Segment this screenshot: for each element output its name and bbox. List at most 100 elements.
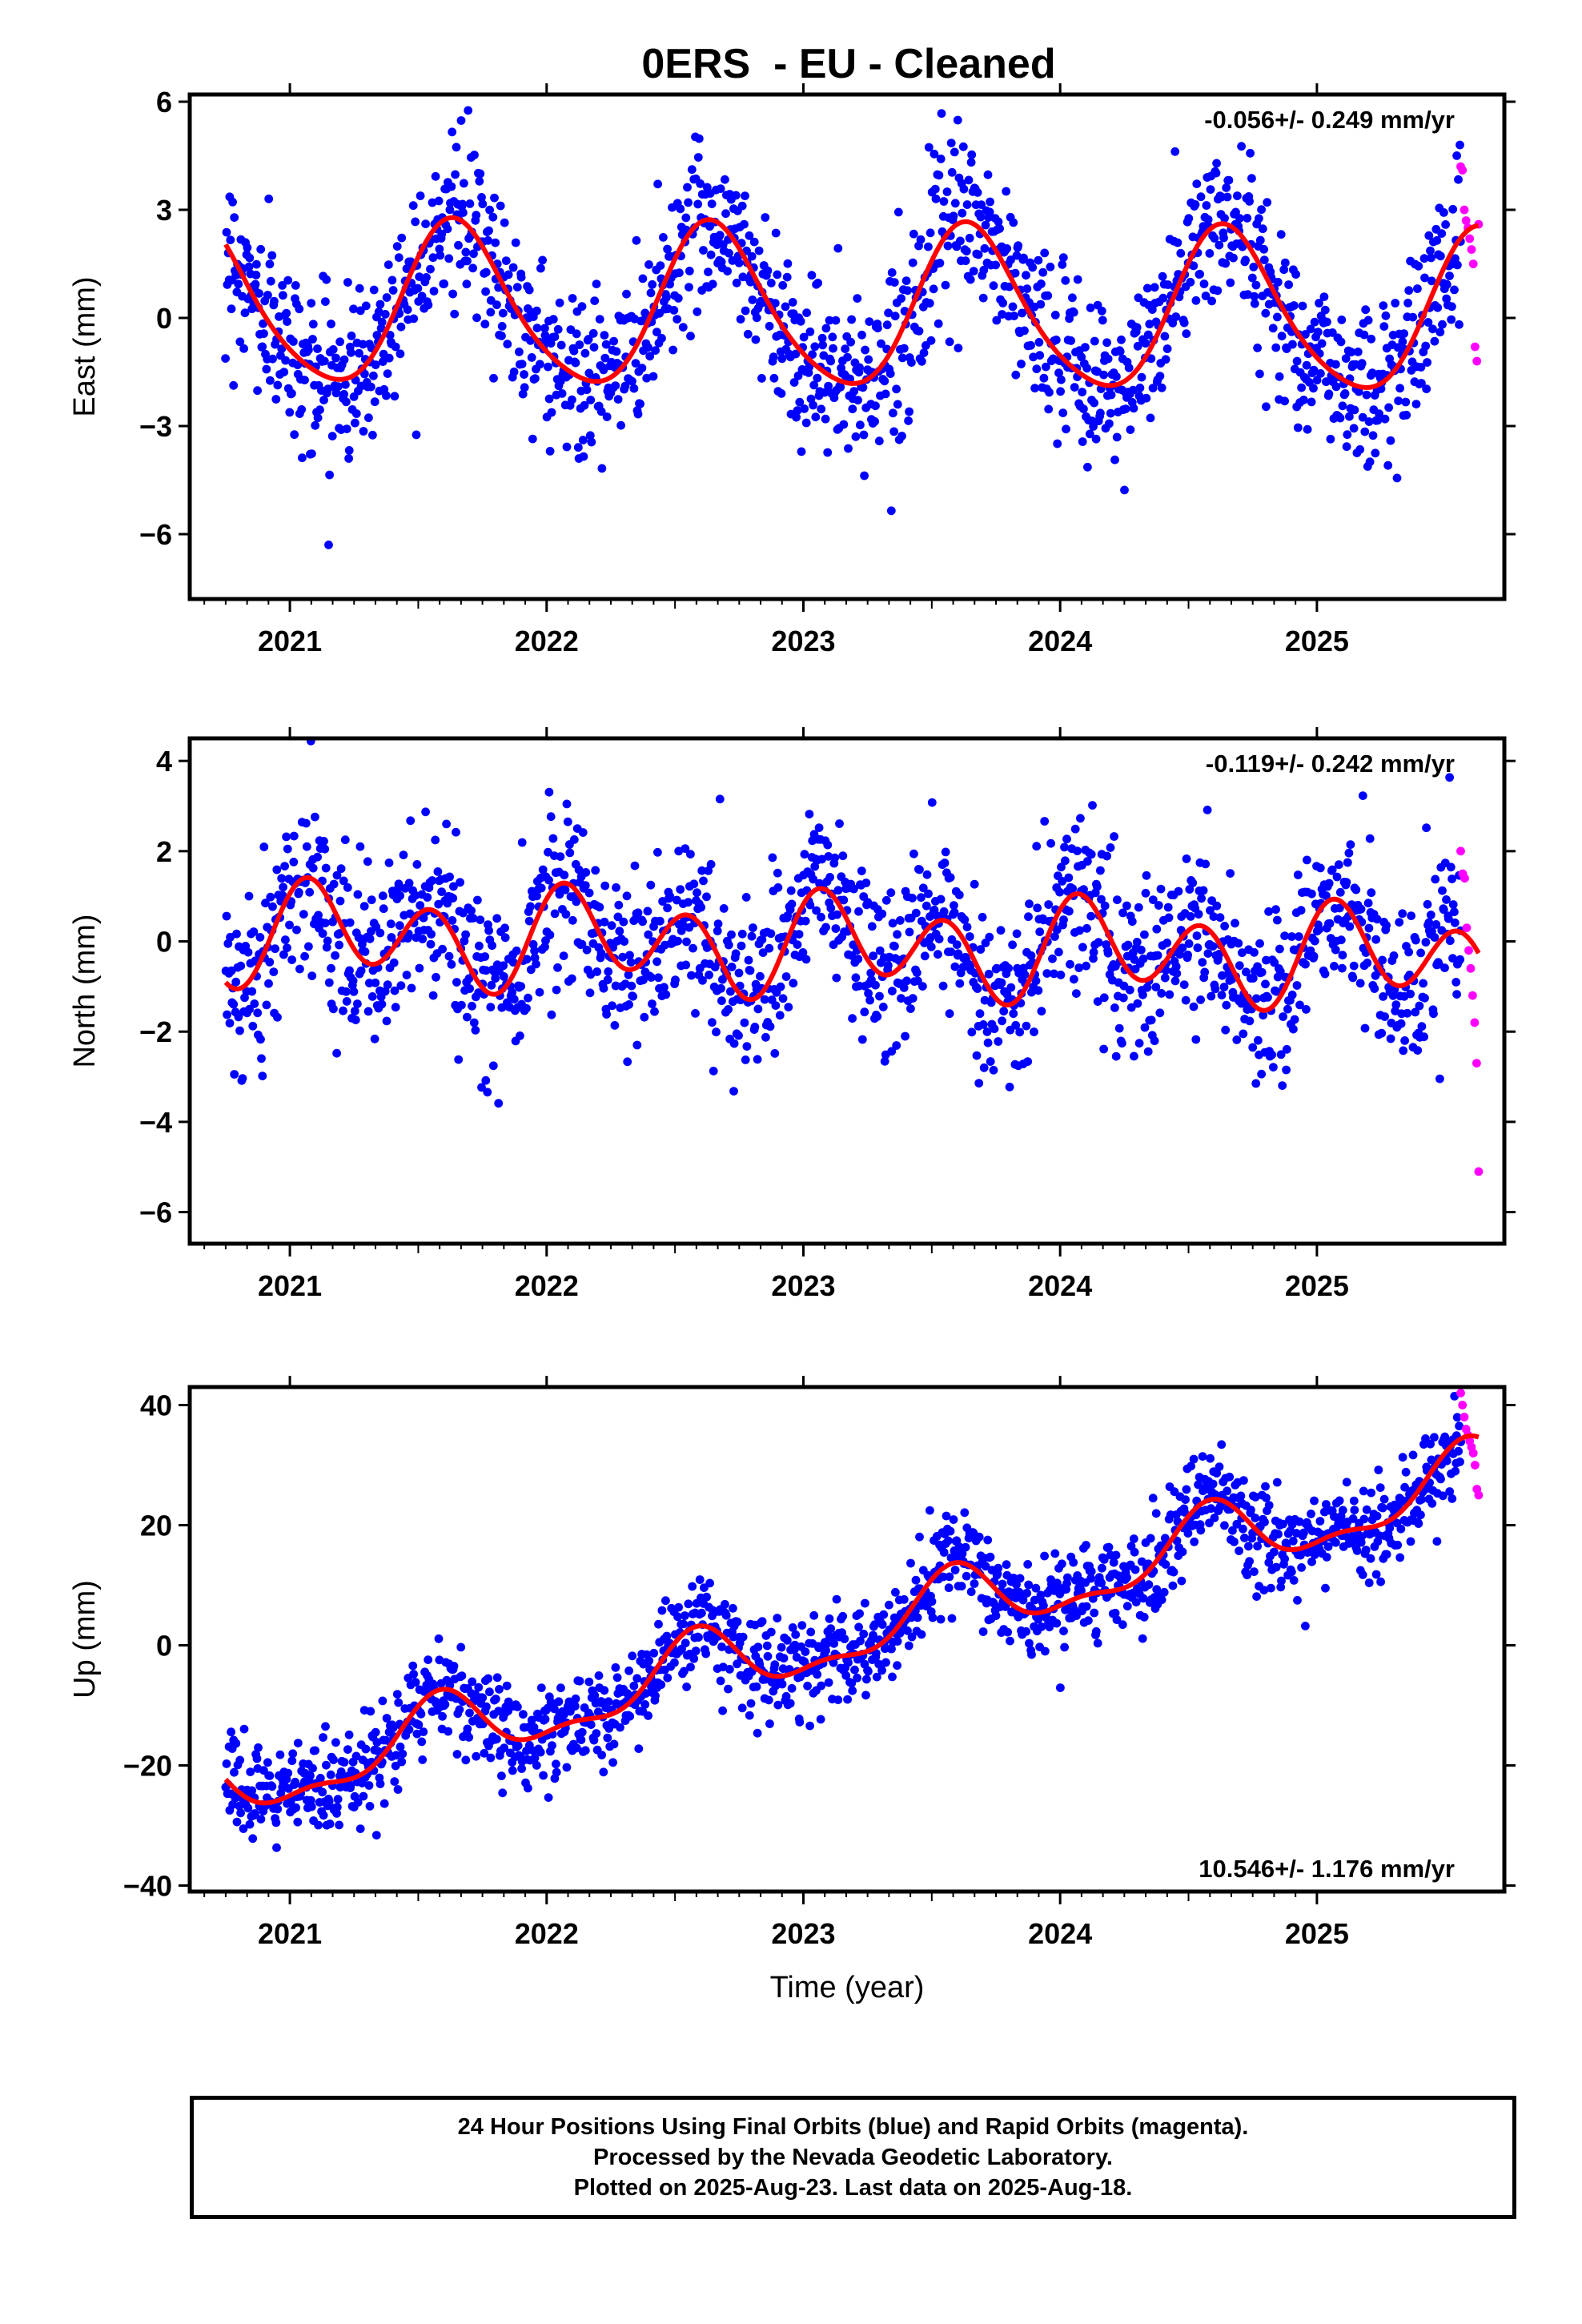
final-orbit-point (892, 1041, 901, 1050)
final-orbit-point (1057, 375, 1066, 384)
final-orbit-point (1094, 938, 1103, 947)
final-orbit-point (716, 1676, 725, 1686)
final-orbit-point (1063, 1573, 1072, 1582)
final-orbit-point (651, 1691, 660, 1701)
final-orbit-point (592, 967, 602, 976)
final-orbit-point (1143, 1047, 1153, 1056)
final-orbit-point (279, 950, 288, 959)
final-orbit-point (287, 955, 296, 964)
final-orbit-point (246, 1767, 255, 1777)
final-orbit-point (1146, 1534, 1155, 1543)
final-orbit-point (600, 353, 610, 363)
final-orbit-point (444, 1727, 453, 1736)
final-orbit-point (1165, 990, 1174, 999)
final-orbit-point (1038, 267, 1048, 277)
final-orbit-point (339, 876, 348, 886)
final-orbit-point (1168, 1581, 1178, 1590)
final-orbit-point (1452, 151, 1461, 160)
final-orbit-point (295, 304, 304, 314)
final-orbit-point (766, 1627, 776, 1637)
final-orbit-point (572, 1743, 581, 1753)
final-orbit-point (662, 1631, 672, 1641)
final-orbit-point (478, 1693, 488, 1703)
final-orbit-point (698, 975, 707, 985)
final-orbit-point (272, 865, 282, 875)
final-orbit-point (1199, 279, 1209, 288)
final-orbit-point (793, 406, 802, 416)
data-points (221, 106, 1484, 549)
final-orbit-point (1163, 280, 1173, 289)
final-orbit-point (308, 1763, 317, 1773)
final-orbit-point (1426, 246, 1435, 255)
final-orbit-point (355, 306, 365, 316)
final-orbit-point (946, 873, 955, 883)
final-orbit-point (1324, 879, 1334, 888)
final-orbit-point (870, 416, 879, 426)
final-orbit-point (271, 395, 281, 404)
final-orbit-point (428, 991, 438, 1000)
final-orbit-point (229, 999, 239, 1009)
rapid-orbit-point (1472, 1059, 1481, 1068)
final-orbit-point (382, 293, 391, 302)
final-orbit-point (379, 904, 388, 914)
final-orbit-point (956, 236, 965, 246)
final-orbit-point (878, 1003, 888, 1011)
final-orbit-point (1046, 838, 1055, 848)
final-orbit-point (1215, 913, 1225, 923)
final-orbit-point (484, 1674, 493, 1683)
final-orbit-point (632, 1674, 642, 1683)
final-orbit-point (1275, 372, 1284, 381)
final-orbit-point (488, 1061, 498, 1071)
final-orbit-point (236, 1808, 245, 1818)
final-orbit-point (1073, 846, 1082, 855)
final-orbit-point (796, 316, 805, 326)
final-orbit-point (268, 902, 277, 911)
final-orbit-point (294, 887, 303, 897)
final-orbit-point (974, 1079, 984, 1088)
final-orbit-point (424, 1655, 433, 1665)
final-orbit-point (568, 294, 577, 303)
final-orbit-point (1271, 1562, 1281, 1572)
final-orbit-point (390, 1777, 400, 1787)
final-orbit-point (342, 424, 351, 433)
final-orbit-point (304, 345, 313, 355)
final-orbit-point (1245, 1557, 1254, 1566)
final-orbit-point (477, 1083, 486, 1092)
final-orbit-point (288, 1749, 298, 1759)
final-orbit-point (620, 381, 630, 391)
final-orbit-point (1026, 340, 1035, 350)
final-orbit-point (1106, 390, 1116, 400)
final-orbit-point (1026, 951, 1036, 960)
final-orbit-point (694, 134, 704, 143)
final-orbit-point (329, 1004, 338, 1014)
final-orbit-point (912, 968, 921, 978)
final-orbit-point (684, 1599, 693, 1609)
final-orbit-point (291, 1777, 299, 1787)
final-orbit-point (314, 911, 323, 920)
final-orbit-point (239, 344, 248, 353)
final-orbit-point (275, 1750, 285, 1759)
final-orbit-point (384, 353, 394, 363)
final-orbit-point (930, 184, 940, 194)
final-orbit-point (838, 1611, 848, 1621)
final-orbit-point (498, 308, 508, 318)
final-orbit-point (656, 261, 665, 270)
final-orbit-point (318, 929, 327, 939)
final-orbit-point (773, 868, 782, 878)
final-orbit-point (380, 310, 390, 319)
final-orbit-point (522, 955, 532, 964)
final-orbit-point (1395, 918, 1404, 927)
fit-curve (223, 215, 1480, 390)
final-orbit-point (1239, 1476, 1248, 1485)
final-orbit-point (825, 316, 834, 325)
final-orbit-point (1422, 384, 1431, 394)
final-orbit-point (631, 359, 640, 368)
final-orbit-point (443, 899, 452, 908)
final-orbit-point (1414, 261, 1423, 271)
final-orbit-point (826, 1624, 836, 1633)
final-orbit-point (1066, 959, 1074, 969)
final-orbit-point (492, 300, 501, 310)
final-orbit-point (486, 1003, 496, 1011)
y-tick-label: 0 (156, 1630, 172, 1663)
final-orbit-point (1280, 931, 1289, 940)
